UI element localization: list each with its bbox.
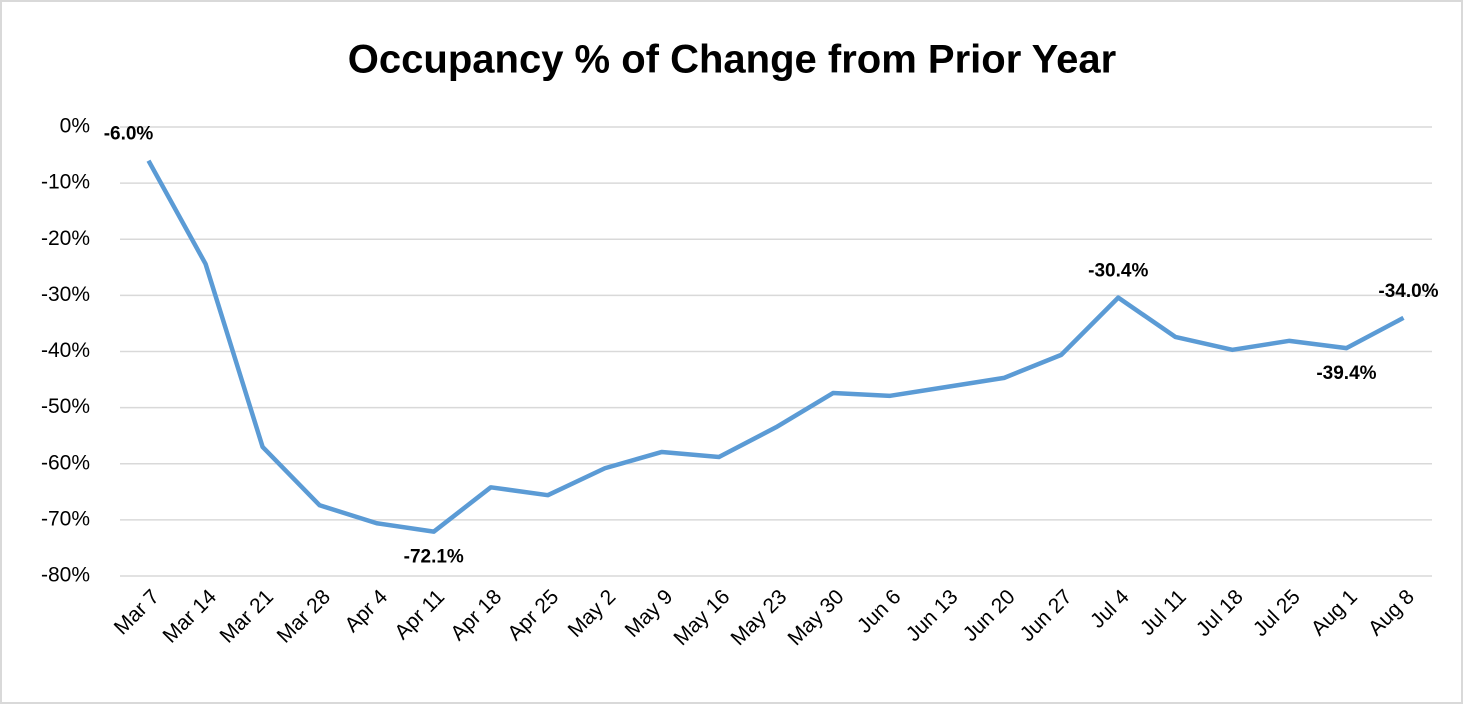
data-label: -30.4% [1088,261,1148,282]
y-tick-label: -70% [41,507,90,530]
y-tick-label: -40% [41,339,90,362]
data-label: -6.0% [104,124,154,145]
y-tick-label: 0% [60,115,90,138]
data-label: -72.1% [404,547,464,568]
y-tick-label: -60% [41,451,90,474]
y-tick-label: -10% [41,171,90,194]
y-tick-label: -20% [41,227,90,250]
data-label: -39.4% [1316,363,1376,384]
chart-title: Occupancy % of Change from Prior Year [348,38,1116,82]
data-label: -34.0% [1378,281,1438,302]
y-tick-label: -50% [41,395,90,418]
y-tick-label: -30% [41,283,90,306]
line [146,159,1405,534]
y-tick-label: -80% [41,564,90,587]
